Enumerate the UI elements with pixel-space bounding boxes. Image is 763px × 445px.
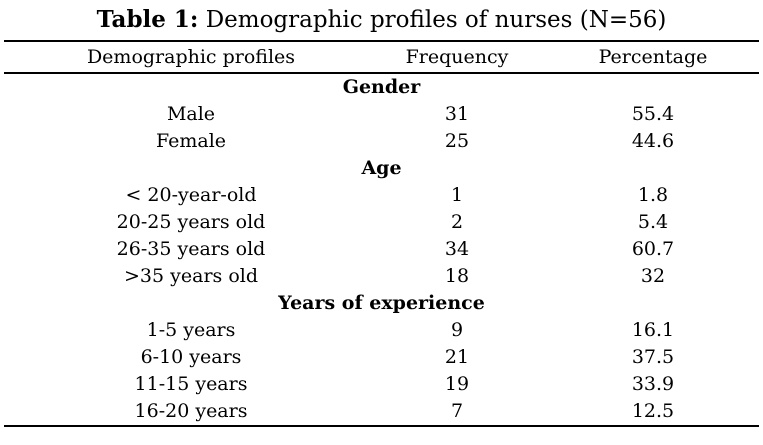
row-label: Female xyxy=(155,130,227,152)
row-percentage: 44.6 xyxy=(631,130,675,152)
section-title-experience: Years of experience xyxy=(278,292,485,314)
row-frequency: 31 xyxy=(444,103,470,125)
row-frequency: 9 xyxy=(450,319,464,341)
table-row: 20-25 years old 2 5.4 xyxy=(0,209,763,236)
table-row: >35 years old 18 32 xyxy=(0,263,763,290)
row-label: >35 years old xyxy=(124,265,258,287)
row-frequency: 34 xyxy=(444,238,470,260)
table-row: 6-10 years 21 37.5 xyxy=(0,344,763,371)
table-bottom-rule xyxy=(4,425,759,427)
row-frequency: 2 xyxy=(450,211,464,233)
row-percentage: 33.9 xyxy=(631,373,675,395)
table-row: 16-20 years 7 12.5 xyxy=(0,398,763,425)
table-row: 1-5 years 9 16.1 xyxy=(0,317,763,344)
row-label: 1-5 years xyxy=(146,319,236,341)
row-percentage: 12.5 xyxy=(631,400,675,422)
row-label: < 20-year-old xyxy=(125,184,257,206)
row-frequency: 1 xyxy=(450,184,464,206)
section-title-gender: Gender xyxy=(342,76,421,98)
table-row: Male 31 55.4 xyxy=(0,101,763,128)
row-frequency: 7 xyxy=(450,400,464,422)
header-frequency: Frequency xyxy=(405,46,509,68)
row-label: 16-20 years xyxy=(134,400,248,422)
table-header-row: Demographic profiles Frequency Percentag… xyxy=(0,42,763,72)
row-percentage: 16.1 xyxy=(631,319,675,341)
row-label: 26-35 years old xyxy=(116,238,266,260)
table-caption-text: Demographic profiles of nurses (N=56) xyxy=(198,7,667,33)
row-percentage: 32 xyxy=(640,265,666,287)
row-frequency: 25 xyxy=(444,130,470,152)
row-frequency: 19 xyxy=(444,373,470,395)
row-frequency: 18 xyxy=(444,265,470,287)
row-percentage: 5.4 xyxy=(637,211,669,233)
table-row: Female 25 44.6 xyxy=(0,128,763,155)
row-percentage: 60.7 xyxy=(631,238,675,260)
table-top-rule xyxy=(4,40,759,42)
section-title-age: Age xyxy=(361,157,402,179)
table-caption-label: Table 1: xyxy=(96,6,199,33)
row-percentage: 37.5 xyxy=(631,346,675,368)
table-caption: Table 1: Demographic profiles of nurses … xyxy=(0,4,763,36)
table-header-rule xyxy=(4,72,759,74)
table-row: 26-35 years old 34 60.7 xyxy=(0,236,763,263)
header-demographic-profiles: Demographic profiles xyxy=(86,46,296,68)
row-frequency: 21 xyxy=(444,346,470,368)
row-label: Male xyxy=(166,103,216,125)
row-label: 11-15 years xyxy=(134,373,248,395)
row-label: 6-10 years xyxy=(140,346,242,368)
row-percentage: 1.8 xyxy=(637,184,669,206)
demographics-table: Demographic profiles Frequency Percentag… xyxy=(0,40,763,427)
table-row: < 20-year-old 1 1.8 xyxy=(0,182,763,209)
row-percentage: 55.4 xyxy=(631,103,675,125)
header-percentage: Percentage xyxy=(598,46,708,68)
row-label: 20-25 years old xyxy=(116,211,266,233)
table-row: 11-15 years 19 33.9 xyxy=(0,371,763,398)
